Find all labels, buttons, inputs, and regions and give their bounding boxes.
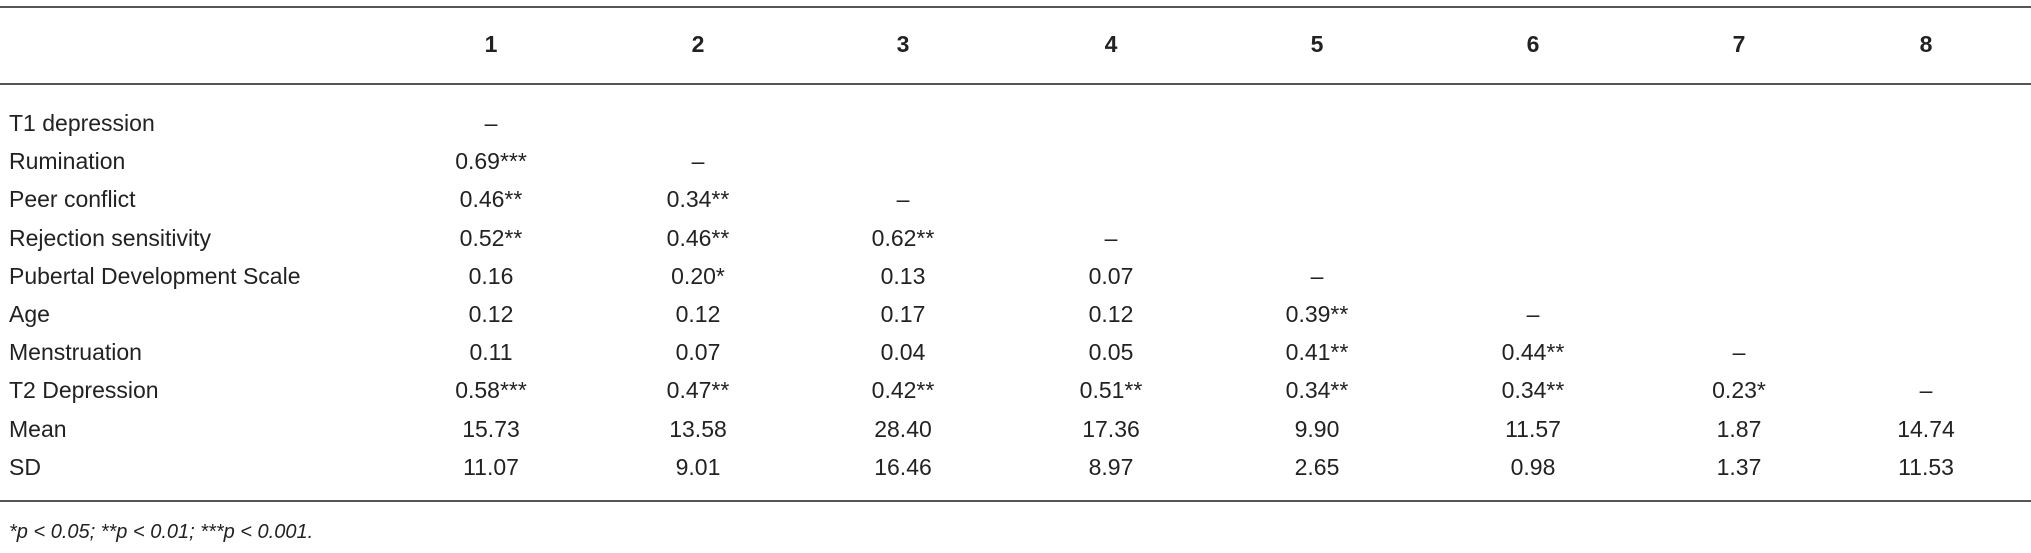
- cell: 8.97: [1088, 453, 1134, 480]
- row-label: Age: [9, 301, 50, 327]
- cell: 9.01: [675, 453, 721, 480]
- row-label: Rejection sensitivity: [9, 224, 211, 251]
- row-label: Rumination: [9, 148, 126, 175]
- cell: 0.34**: [1501, 377, 1565, 404]
- header-rule: [0, 83, 2031, 85]
- cell: 0.17: [880, 301, 926, 327]
- cell: 0.23*: [1712, 377, 1766, 404]
- cell: 11.57: [1505, 415, 1561, 442]
- column-header: 6: [1526, 31, 1540, 57]
- column-header: 5: [1310, 31, 1324, 57]
- cell: –: [1732, 339, 1746, 366]
- cell: 0.16: [468, 262, 514, 289]
- column-header: 3: [896, 31, 910, 57]
- cell: 0.07: [675, 339, 721, 366]
- cell: 0.98: [1510, 453, 1556, 480]
- column-header: 2: [691, 31, 705, 57]
- column-header: 7: [1732, 31, 1746, 57]
- cell: 0.11: [469, 339, 513, 366]
- footnote: *p < 0.05; **p < 0.01; ***p < 0.001.: [9, 521, 314, 543]
- row-label: T1 depression: [9, 110, 155, 136]
- cell: 0.07: [1088, 262, 1134, 289]
- cell: 0.13: [880, 262, 926, 289]
- cell: –: [1310, 262, 1324, 289]
- cell: –: [1526, 301, 1540, 327]
- row-label: SD: [9, 453, 41, 480]
- cell: 0.04: [880, 339, 926, 366]
- cell: 1.87: [1716, 415, 1762, 442]
- cell: 0.12: [1088, 301, 1134, 327]
- row-label: T2 Depression: [9, 377, 159, 404]
- column-header: 4: [1104, 31, 1118, 57]
- cell: 0.12: [675, 301, 721, 327]
- row-label: Menstruation: [9, 339, 142, 366]
- cell: 16.46: [874, 453, 932, 480]
- cell: 0.05: [1088, 339, 1134, 366]
- cell: 1.37: [1716, 453, 1762, 480]
- cell: 0.34**: [666, 186, 730, 213]
- cell: –: [896, 186, 910, 213]
- cell: 13.58: [669, 415, 727, 442]
- cell: –: [1919, 377, 1933, 404]
- cell: 28.40: [874, 415, 932, 442]
- cell: 0.47**: [666, 377, 730, 404]
- cell: 0.20*: [671, 262, 725, 289]
- cell: –: [484, 110, 498, 136]
- cell: 14.74: [1897, 415, 1955, 442]
- cell: 17.36: [1082, 415, 1140, 442]
- cell: 0.51**: [1079, 377, 1143, 404]
- cell: 0.62**: [871, 224, 935, 251]
- row-label: Peer conflict: [9, 186, 136, 213]
- cell: 11.07: [463, 453, 519, 480]
- bottom-rule: [0, 500, 2031, 502]
- cell: 0.39**: [1285, 301, 1349, 327]
- row-label: Mean: [9, 415, 67, 442]
- cell: 0.58***: [455, 377, 527, 404]
- cell: –: [691, 148, 705, 175]
- cell: 0.69***: [455, 148, 527, 175]
- cell: 0.46**: [459, 186, 523, 213]
- cell: 15.73: [462, 415, 520, 442]
- cell: 0.52**: [459, 224, 523, 251]
- cell: 0.46**: [666, 224, 730, 251]
- column-header: 1: [484, 31, 498, 57]
- row-label: Pubertal Development Scale: [9, 262, 301, 289]
- cell: 0.42**: [871, 377, 935, 404]
- cell: 11.53: [1898, 453, 1954, 480]
- cell: 9.90: [1294, 415, 1340, 442]
- column-header: 8: [1919, 31, 1933, 57]
- cell: 0.44**: [1501, 339, 1565, 366]
- top-rule: [0, 6, 2031, 8]
- cell: 2.65: [1294, 453, 1340, 480]
- cell: –: [1104, 224, 1118, 251]
- cell: 0.34**: [1285, 377, 1349, 404]
- cell: 0.12: [468, 301, 514, 327]
- cell: 0.41**: [1285, 339, 1349, 366]
